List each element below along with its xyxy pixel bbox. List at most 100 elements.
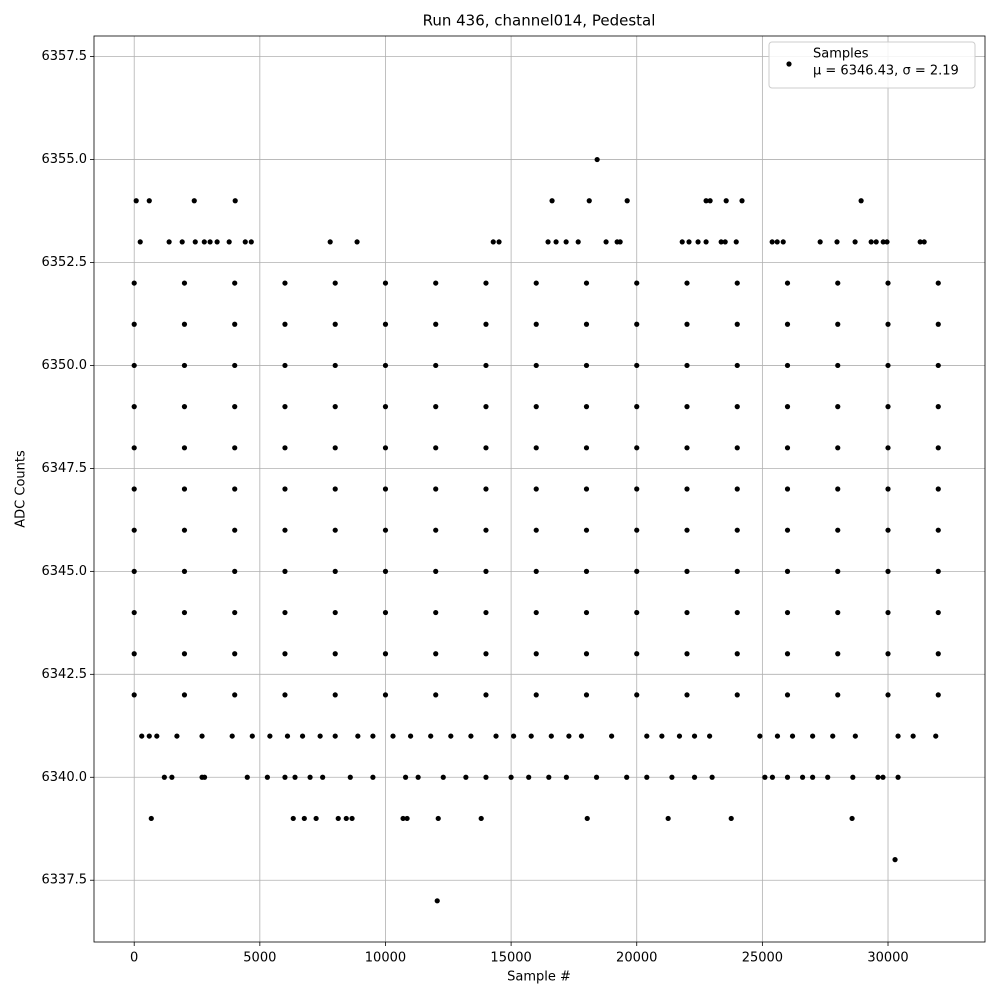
- point: [382, 692, 389, 698]
- point: [508, 774, 514, 780]
- point: [229, 733, 235, 739]
- point: [468, 733, 474, 739]
- point: [181, 280, 188, 286]
- point: [835, 321, 841, 327]
- point: [161, 774, 167, 780]
- point: [382, 280, 389, 286]
- point: [201, 774, 208, 780]
- point: [774, 733, 781, 739]
- point: [282, 404, 288, 410]
- y-tick-label: 6340.0: [42, 770, 88, 785]
- point: [267, 733, 273, 739]
- point: [684, 404, 690, 410]
- point: [133, 198, 139, 204]
- point: [511, 733, 517, 739]
- point: [634, 362, 640, 369]
- point: [885, 568, 891, 574]
- point: [181, 609, 188, 616]
- point: [583, 404, 590, 410]
- point: [533, 692, 539, 698]
- x-axis-label: Sample #: [507, 970, 571, 985]
- point: [433, 568, 439, 574]
- point: [885, 527, 891, 533]
- point: [644, 774, 650, 780]
- point: [433, 486, 439, 492]
- point: [528, 733, 534, 739]
- point: [895, 733, 901, 739]
- point: [880, 239, 886, 245]
- point: [734, 651, 740, 657]
- point: [478, 815, 484, 822]
- point: [533, 527, 539, 533]
- point: [624, 198, 630, 204]
- point: [868, 239, 874, 245]
- point: [181, 527, 188, 533]
- point: [728, 815, 734, 822]
- point: [382, 609, 389, 616]
- point: [723, 198, 729, 204]
- point: [496, 239, 502, 245]
- point: [433, 692, 439, 698]
- point: [483, 404, 489, 410]
- point: [679, 239, 685, 245]
- point: [784, 445, 791, 451]
- point: [282, 651, 288, 657]
- plot-frame: [93, 35, 986, 943]
- point: [347, 774, 353, 780]
- point: [885, 692, 891, 698]
- point: [282, 568, 288, 574]
- point: [935, 362, 941, 369]
- point: [483, 486, 489, 492]
- point: [335, 815, 341, 822]
- point: [789, 733, 796, 739]
- point: [895, 774, 901, 780]
- point: [810, 774, 816, 780]
- point: [434, 898, 440, 904]
- point: [483, 609, 489, 616]
- point: [935, 609, 941, 616]
- point: [830, 733, 836, 739]
- point: [784, 609, 791, 616]
- point: [343, 815, 349, 822]
- point: [131, 404, 137, 410]
- point: [784, 486, 791, 492]
- point: [181, 321, 188, 327]
- point: [884, 239, 890, 245]
- point: [634, 445, 640, 451]
- point: [734, 321, 740, 327]
- point: [634, 486, 640, 492]
- point: [563, 774, 569, 780]
- point: [784, 692, 791, 698]
- point: [290, 815, 296, 822]
- point: [684, 362, 690, 369]
- point: [154, 733, 160, 739]
- point: [332, 651, 338, 657]
- point: [684, 527, 690, 533]
- point: [875, 774, 881, 780]
- point: [533, 404, 539, 410]
- point: [402, 774, 409, 780]
- point: [483, 362, 489, 369]
- point: [835, 404, 841, 410]
- point: [548, 733, 554, 739]
- point: [131, 321, 137, 327]
- point: [584, 815, 590, 822]
- point: [282, 527, 288, 533]
- point: [181, 651, 188, 657]
- point: [885, 651, 891, 657]
- point: [583, 651, 590, 657]
- point: [382, 404, 389, 410]
- point: [935, 445, 941, 451]
- point: [583, 527, 590, 533]
- point: [428, 733, 434, 739]
- point: [301, 815, 307, 822]
- point: [146, 198, 152, 204]
- point: [332, 445, 338, 451]
- y-tick-label: 6337.5: [42, 873, 88, 888]
- point: [784, 774, 791, 780]
- point: [533, 280, 539, 286]
- point: [332, 362, 338, 369]
- point: [282, 445, 288, 451]
- point: [433, 404, 439, 410]
